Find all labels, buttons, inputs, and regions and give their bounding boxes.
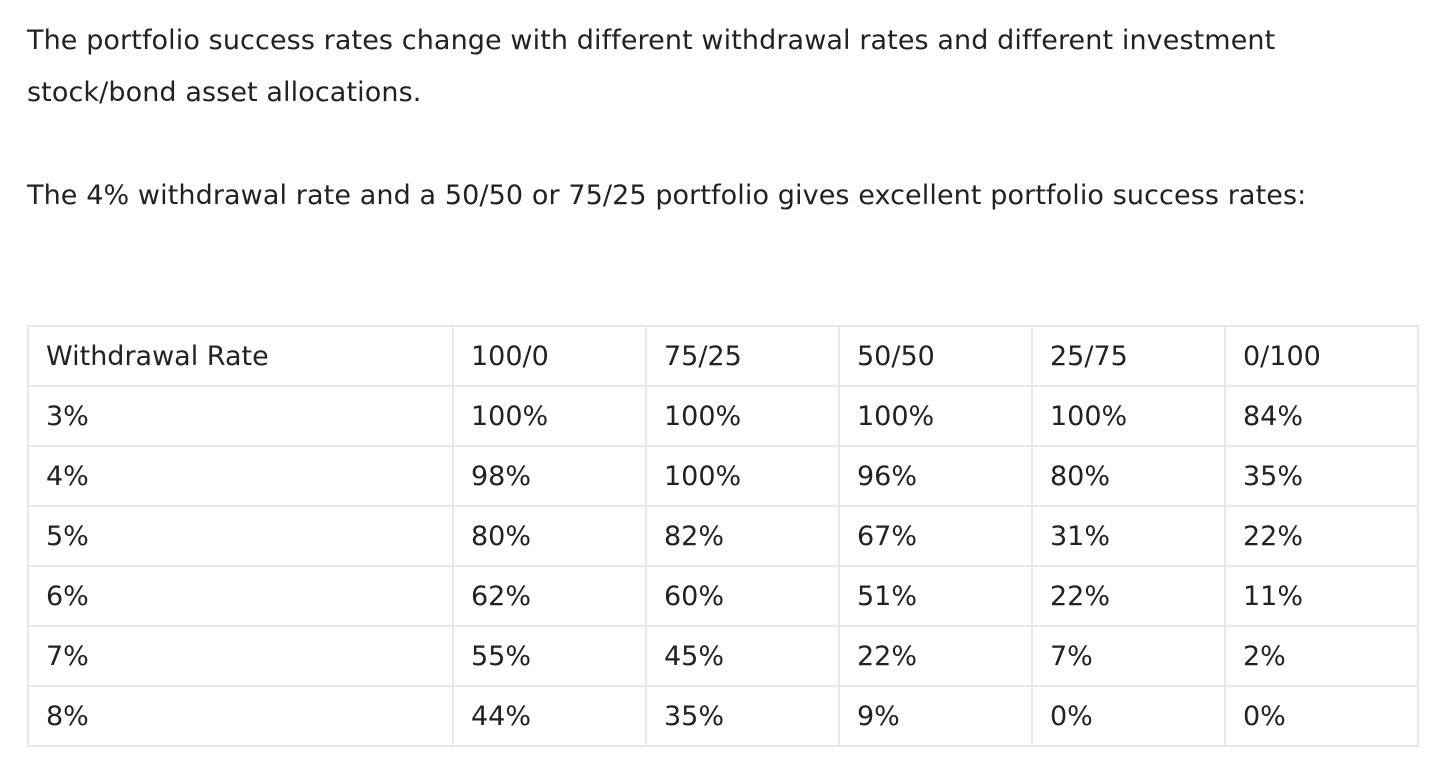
- table-cell: 31%: [1031, 505, 1226, 567]
- table-cell: 5%: [27, 505, 454, 567]
- table-cell: 45%: [645, 625, 840, 687]
- table-cell: 100%: [645, 445, 840, 507]
- table-row: 3% 100% 100% 100% 100% 84%: [27, 385, 1419, 447]
- intro-paragraph: The portfolio success rates change with …: [27, 25, 1276, 108]
- table-cell: 35%: [645, 685, 840, 747]
- table-cell: 60%: [645, 565, 840, 627]
- table-cell: 22%: [1031, 565, 1226, 627]
- table-cell: 82%: [645, 505, 840, 567]
- table-cell: 11%: [1224, 565, 1419, 627]
- table-cell: 55%: [452, 625, 647, 687]
- table-cell: 44%: [452, 685, 647, 747]
- table-row: 6% 62% 60% 51% 22% 11%: [27, 565, 1419, 627]
- header-cell: 0/100: [1224, 325, 1419, 387]
- header-cell: 25/75: [1031, 325, 1226, 387]
- table-cell: 22%: [1224, 505, 1419, 567]
- table-row: 5% 80% 82% 67% 31% 22%: [27, 505, 1419, 567]
- table-cell: 35%: [1224, 445, 1419, 507]
- table-cell: 98%: [452, 445, 647, 507]
- header-cell: 75/25: [645, 325, 840, 387]
- table-cell: 80%: [452, 505, 647, 567]
- table-cell: 6%: [27, 565, 454, 627]
- table-cell: 67%: [838, 505, 1033, 567]
- table-cell: 0%: [1224, 685, 1419, 747]
- table-cell: 51%: [838, 565, 1033, 627]
- table-cell: 7%: [27, 625, 454, 687]
- table-cell: 100%: [645, 385, 840, 447]
- header-cell: 100/0: [452, 325, 647, 387]
- table-cell: 96%: [838, 445, 1033, 507]
- table-cell: 0%: [1031, 685, 1226, 747]
- header-cell: 50/50: [838, 325, 1033, 387]
- table-cell: 100%: [452, 385, 647, 447]
- table-cell: 4%: [27, 445, 454, 507]
- table-cell: 100%: [838, 385, 1033, 447]
- table-cell: 22%: [838, 625, 1033, 687]
- table-row: 7% 55% 45% 22% 7% 2%: [27, 625, 1419, 687]
- success-rate-table: Withdrawal Rate 100/0 75/25 50/50 25/75 …: [27, 325, 1419, 747]
- table-cell: 7%: [1031, 625, 1226, 687]
- table-header-row: Withdrawal Rate 100/0 75/25 50/50 25/75 …: [27, 325, 1419, 387]
- table-cell: 62%: [452, 565, 647, 627]
- table-cell: 2%: [1224, 625, 1419, 687]
- table-cell: 3%: [27, 385, 454, 447]
- table-row: 8% 44% 35% 9% 0% 0%: [27, 685, 1419, 747]
- table-cell: 80%: [1031, 445, 1226, 507]
- summary-paragraph: The 4% withdrawal rate and a 50/50 or 75…: [27, 180, 1307, 211]
- table-cell: 100%: [1031, 385, 1226, 447]
- table-cell: 84%: [1224, 385, 1419, 447]
- header-cell: Withdrawal Rate: [27, 325, 454, 387]
- table-cell: 9%: [838, 685, 1033, 747]
- table-cell: 8%: [27, 685, 454, 747]
- table-row: 4% 98% 100% 96% 80% 35%: [27, 445, 1419, 507]
